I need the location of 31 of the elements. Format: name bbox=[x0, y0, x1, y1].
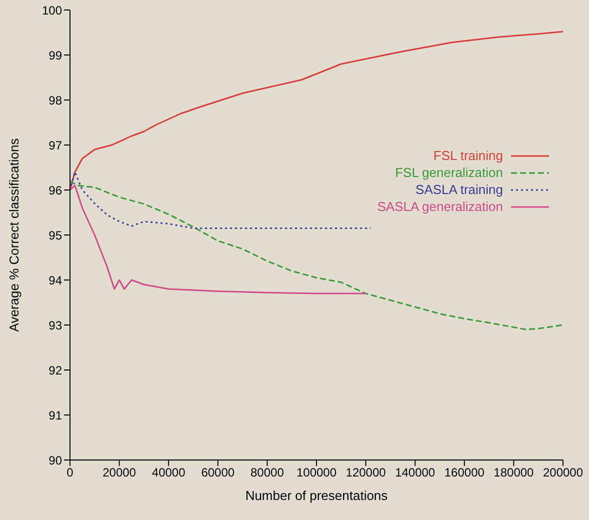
x-tick-label: 40000 bbox=[152, 466, 186, 480]
y-tick-label: 97 bbox=[48, 138, 62, 152]
x-tick-label: 180000 bbox=[494, 466, 534, 480]
y-tick-label: 100 bbox=[42, 3, 62, 18]
legend-label: FSL training bbox=[433, 148, 503, 163]
x-tick-label: 0 bbox=[66, 466, 74, 480]
y-tick-label: 99 bbox=[48, 48, 62, 62]
x-tick-label: 80000 bbox=[250, 466, 284, 480]
y-tick-label: 93 bbox=[48, 318, 62, 332]
line-series bbox=[70, 180, 563, 330]
x-tick-label: 60000 bbox=[201, 466, 235, 480]
x-tick-label: 100000 bbox=[296, 466, 337, 480]
y-tick-label: 95 bbox=[48, 228, 62, 242]
y-tick-label: 94 bbox=[48, 273, 62, 288]
legend-label: SASLA training bbox=[416, 182, 503, 197]
y-tick-label: 92 bbox=[48, 363, 62, 378]
x-tick-label: 200000 bbox=[542, 466, 584, 480]
legend-label: SASLA generalization bbox=[377, 199, 503, 214]
y-tick-label: 91 bbox=[48, 408, 62, 422]
x-tick-label: 20000 bbox=[102, 466, 136, 480]
line-series bbox=[70, 184, 367, 294]
legend-label: FSL generalization bbox=[395, 165, 503, 180]
x-tick-label: 160000 bbox=[444, 466, 485, 480]
y-tick-label: 90 bbox=[48, 453, 62, 468]
line-series bbox=[70, 171, 372, 229]
x-axis-title: Number of presentations bbox=[245, 488, 388, 503]
y-tick-label: 98 bbox=[48, 93, 62, 108]
y-tick-label: 96 bbox=[48, 183, 62, 198]
y-axis-title: Average % Correct classifications bbox=[6, 138, 22, 332]
x-tick-label: 140000 bbox=[395, 466, 436, 480]
x-tick-label: 120000 bbox=[346, 466, 386, 480]
